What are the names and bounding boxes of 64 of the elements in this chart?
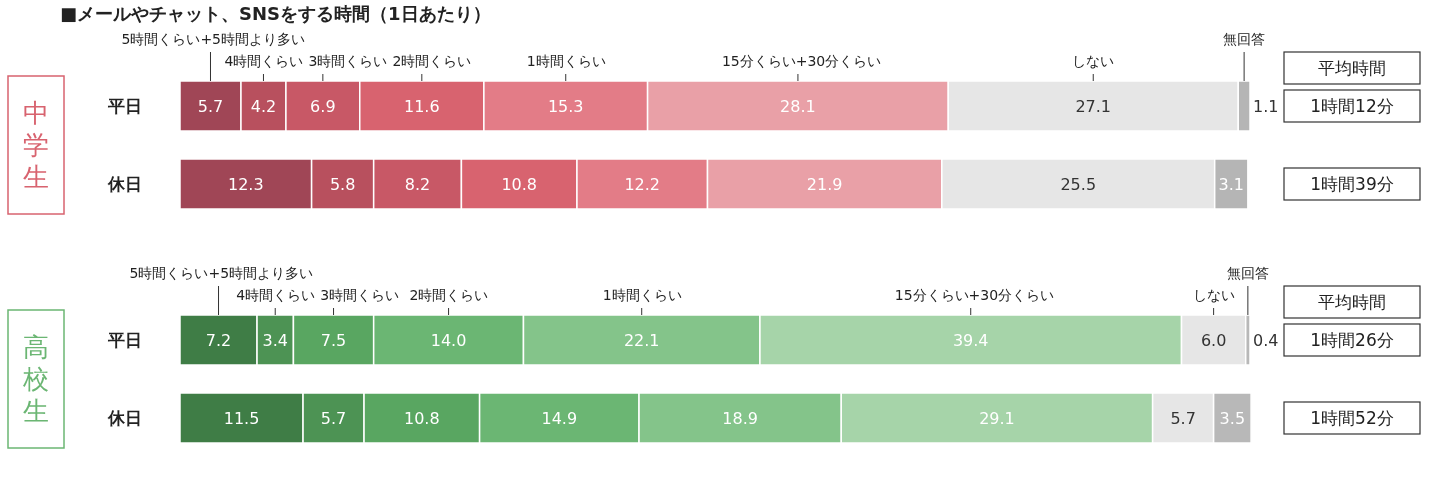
- bar: [1180, 314, 1247, 366]
- text: 1時間39分: [1310, 174, 1394, 194]
- data-label: 3.4: [262, 331, 288, 350]
- data-label: 12.2: [624, 175, 661, 194]
- data-label: 10.8: [404, 409, 440, 428]
- data-label: 6.9: [310, 97, 336, 116]
- category-label: 平日: [108, 96, 142, 116]
- series-label: 15分くらい+30分くらい: [721, 53, 882, 69]
- data-label: 4.2: [250, 97, 277, 116]
- series-label: 1時間くらい: [602, 287, 682, 303]
- data-label: 5.7: [197, 97, 224, 116]
- series-label: しない: [1072, 53, 1115, 69]
- text: 1時間52分: [1310, 408, 1394, 428]
- text: 1時間12分: [1310, 96, 1394, 116]
- series-label: 4時間くらい: [224, 53, 304, 69]
- series-label: 3時間くらい: [320, 287, 400, 303]
- data-label: 11.6: [404, 97, 440, 116]
- category-label: 休日: [108, 174, 142, 194]
- data-label: 3.5: [1219, 409, 1246, 428]
- y-axis-title: 高校生: [22, 332, 49, 426]
- data-label: 5.7: [1170, 409, 1196, 428]
- data-label: 6.0: [1200, 331, 1227, 350]
- data-label: 7.2: [205, 331, 232, 350]
- data-label: 1.1: [1253, 97, 1279, 116]
- data-label: 11.5: [223, 409, 260, 428]
- text: 1時間26分: [1310, 330, 1394, 350]
- data-label: 7.5: [320, 331, 347, 350]
- series-label: 3時間くらい: [308, 53, 388, 69]
- series-label: 2時間くらい: [392, 53, 472, 69]
- text: 5時間くらい+5時間より多い: [121, 31, 306, 47]
- text: 平均時間: [1318, 58, 1386, 78]
- data-label: 10.8: [501, 175, 537, 194]
- data-label: 3.1: [1218, 175, 1244, 194]
- data-label: 28.1: [780, 97, 816, 116]
- data-label: 22.1: [623, 331, 660, 350]
- text: 5時間くらい+5時間より多い: [129, 265, 314, 281]
- data-label: 18.9: [722, 409, 758, 428]
- y-axis-title: 中学生: [23, 98, 49, 192]
- data-label: 39.4: [952, 331, 989, 350]
- series-label: 4時間くらい: [236, 287, 316, 303]
- data-label: 21.9: [806, 175, 843, 194]
- category-label: 休日: [108, 408, 142, 428]
- series-label: 2時間くらい: [409, 287, 489, 303]
- data-label: 5.8: [329, 175, 356, 194]
- data-label: 8.2: [404, 175, 431, 194]
- category-label: 平日: [108, 330, 142, 350]
- data-label: 15.3: [547, 97, 584, 116]
- bar: [947, 80, 1239, 132]
- data-label: 14.0: [430, 331, 467, 350]
- data-label: 25.5: [1060, 175, 1097, 194]
- bar: [941, 158, 1216, 210]
- text: 無回答: [1226, 265, 1269, 281]
- data-label: 0.4: [1253, 331, 1279, 350]
- text: 無回答: [1223, 31, 1266, 47]
- data-label: 12.3: [227, 175, 264, 194]
- data-label: 27.1: [1075, 97, 1112, 116]
- data-label: 14.9: [541, 409, 578, 428]
- data-label: 29.1: [979, 409, 1015, 428]
- series-label: 15分くらい+30分くらい: [894, 287, 1055, 303]
- series-label: しない: [1192, 287, 1235, 303]
- chart-title: ■メールやチャット、SNSをする時間（1日あたり）: [60, 3, 491, 24]
- series-label: 1時間くらい: [526, 53, 606, 69]
- data-label: 5.7: [320, 409, 347, 428]
- text: 平均時間: [1318, 292, 1386, 312]
